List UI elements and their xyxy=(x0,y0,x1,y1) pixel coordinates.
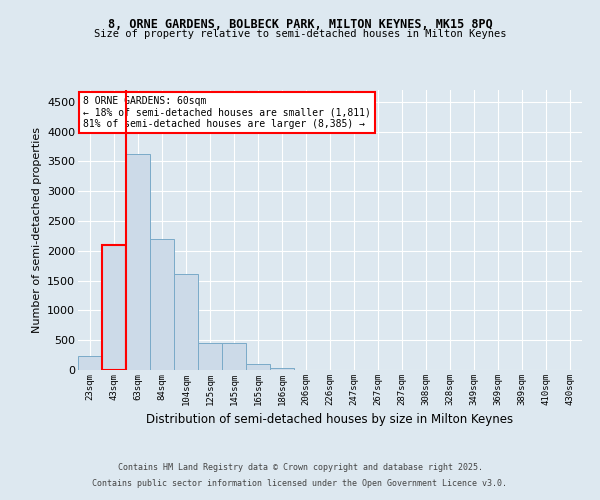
Bar xyxy=(78,356,102,370)
Text: 8, ORNE GARDENS, BOLBECK PARK, MILTON KEYNES, MK15 8PQ: 8, ORNE GARDENS, BOLBECK PARK, MILTON KE… xyxy=(107,18,493,30)
Bar xyxy=(102,245,126,370)
Bar xyxy=(150,239,174,370)
Bar xyxy=(174,274,198,370)
Text: Size of property relative to semi-detached houses in Milton Keynes: Size of property relative to semi-detach… xyxy=(94,29,506,39)
Y-axis label: Number of semi-detached properties: Number of semi-detached properties xyxy=(32,127,41,333)
Bar xyxy=(126,154,150,370)
Bar xyxy=(198,343,222,370)
Bar xyxy=(270,368,294,370)
Bar xyxy=(222,343,246,370)
X-axis label: Distribution of semi-detached houses by size in Milton Keynes: Distribution of semi-detached houses by … xyxy=(146,414,514,426)
Bar xyxy=(246,364,270,370)
Text: 8 ORNE GARDENS: 60sqm
← 18% of semi-detached houses are smaller (1,811)
81% of s: 8 ORNE GARDENS: 60sqm ← 18% of semi-deta… xyxy=(83,96,371,129)
Text: Contains public sector information licensed under the Open Government Licence v3: Contains public sector information licen… xyxy=(92,478,508,488)
Text: Contains HM Land Registry data © Crown copyright and database right 2025.: Contains HM Land Registry data © Crown c… xyxy=(118,464,482,472)
